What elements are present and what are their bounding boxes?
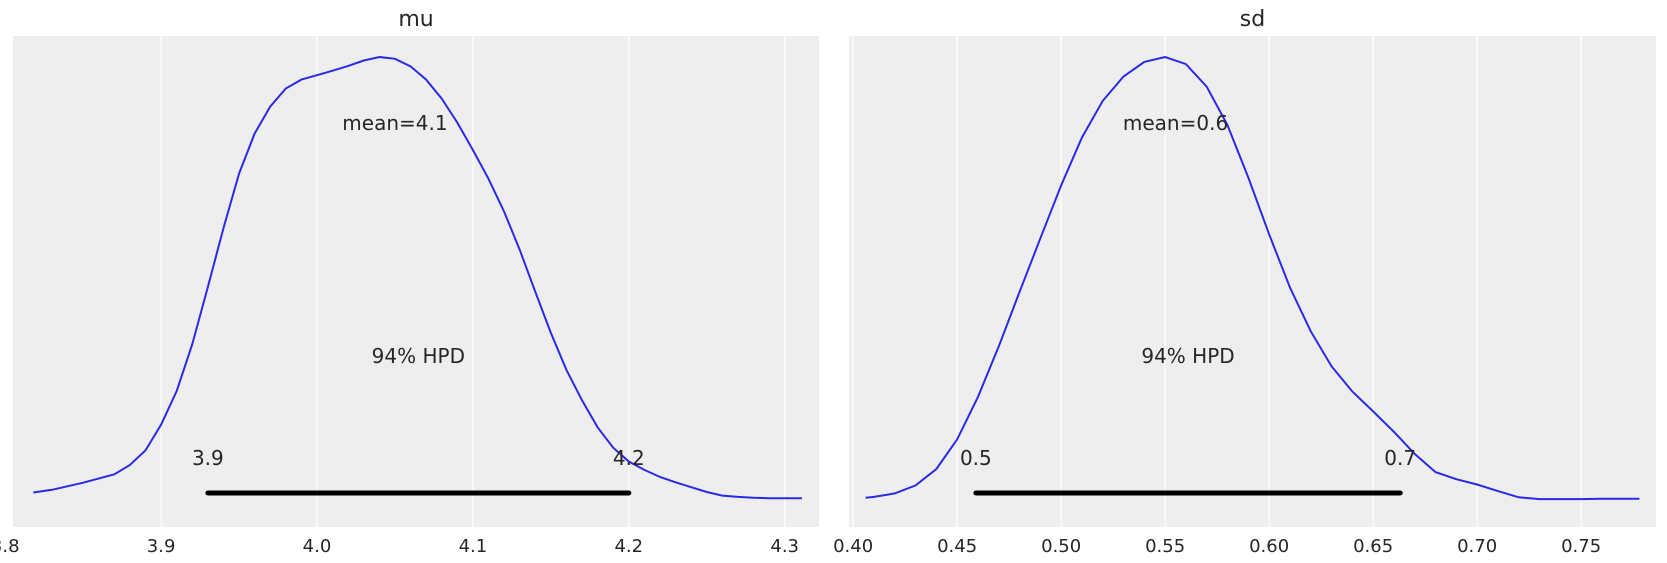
- x-axis-ticks: 3.8 3.9 4.0 4.1 4.2 4.3: [0, 536, 799, 557]
- mean-annotation: mean=0.6: [1123, 111, 1228, 135]
- x-tick-label: 0.55: [1145, 536, 1185, 557]
- density-curve-sd: [865, 55, 1640, 501]
- plot-area-background: [13, 36, 819, 527]
- x-tick-label: 0.70: [1457, 536, 1497, 557]
- x-tick-label: 3.8: [0, 536, 20, 557]
- posterior-panel-sd: sd mean=0.6 94% HPD 0.5 0.7 0.40 0.45 0.50…: [833, 7, 1656, 557]
- density-curve-mu: [33, 55, 802, 500]
- panel-title: sd: [1240, 7, 1265, 32]
- x-tick-label: 4.2: [614, 536, 643, 557]
- x-tick-label: 0.45: [937, 536, 977, 557]
- hdi-upper-label: 4.2: [613, 446, 645, 470]
- posterior-panel-mu: mu mean=4.1 94% HPD 3.9 4.2 3.8 3.9 4.0 4.1…: [0, 7, 819, 557]
- x-tick-label: 0.60: [1249, 536, 1289, 557]
- plot-area-background: [849, 36, 1656, 527]
- mean-annotation: mean=4.1: [342, 111, 447, 135]
- hdi-lower-label: 3.9: [192, 446, 224, 470]
- x-tick-label: 4.3: [770, 536, 799, 557]
- x-tick-label: 4.0: [303, 536, 332, 557]
- hdi-label: 94% HPD: [372, 344, 465, 368]
- vertical-gridlines: [4, 36, 786, 527]
- x-tick-label: 4.1: [459, 536, 488, 557]
- hdi-lower-label: 0.5: [960, 446, 992, 470]
- x-tick-label: 0.75: [1561, 536, 1601, 557]
- vertical-gridlines: [852, 36, 1582, 527]
- x-tick-label: 0.40: [833, 536, 873, 557]
- hdi-upper-label: 0.7: [1384, 446, 1416, 470]
- x-axis-ticks: 0.40 0.45 0.50 0.55 0.60 0.65 0.70 0.75: [833, 536, 1601, 557]
- x-tick-label: 3.9: [147, 536, 176, 557]
- x-tick-label: 0.65: [1353, 536, 1393, 557]
- x-tick-label: 0.50: [1041, 536, 1081, 557]
- panel-title: mu: [398, 7, 433, 32]
- hdi-label: 94% HPD: [1141, 344, 1234, 368]
